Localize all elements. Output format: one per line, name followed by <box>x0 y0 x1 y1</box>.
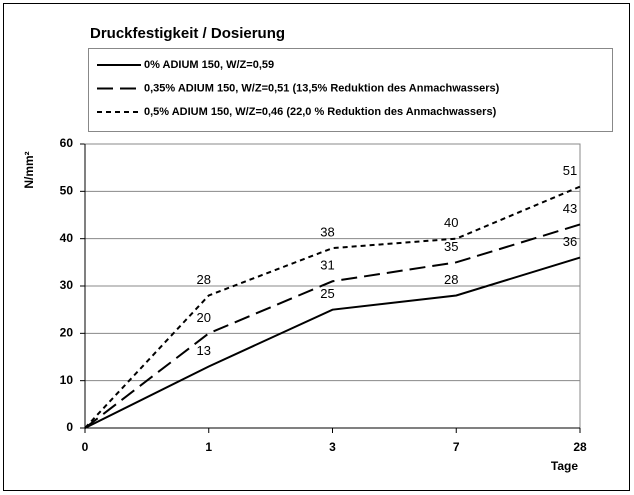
x-tick-label: 7 <box>453 440 460 454</box>
data-label: 36 <box>563 234 577 249</box>
y-tick-label: 0 <box>66 420 73 434</box>
chart-title: Druckfestigkeit / Dosierung <box>90 25 285 42</box>
data-label: 35 <box>444 239 458 254</box>
legend-label: 0,5% ADIUM 150, W/Z=0,46 (22,0 % Redukti… <box>144 106 497 118</box>
data-label: 28 <box>444 272 458 287</box>
legend-box <box>88 48 613 132</box>
y-axis-label: N/mm² <box>22 151 36 188</box>
x-axis-label: Tage <box>551 459 578 473</box>
data-label: 40 <box>444 215 458 230</box>
data-label: 28 <box>197 272 211 287</box>
y-tick-label: 30 <box>60 278 74 292</box>
data-label: 43 <box>563 201 577 216</box>
data-label: 13 <box>197 343 211 358</box>
legend-label: 0% ADIUM 150, W/Z=0,59 <box>144 59 274 71</box>
data-label: 51 <box>563 163 577 178</box>
data-label: 38 <box>320 225 334 240</box>
y-tick-label: 60 <box>60 136 74 150</box>
data-label: 20 <box>197 310 211 325</box>
y-tick-label: 20 <box>60 326 74 340</box>
series-line <box>84 185 581 429</box>
x-tick-label: 0 <box>82 440 89 454</box>
legend-label: 0,35% ADIUM 150, W/Z=0,51 (13,5% Redukti… <box>144 82 500 94</box>
series-line <box>84 223 581 429</box>
x-tick-label: 3 <box>329 440 336 454</box>
y-tick-label: 50 <box>60 184 74 198</box>
y-tick-label: 10 <box>60 373 74 387</box>
series-line <box>84 256 581 429</box>
data-label: 31 <box>320 258 334 273</box>
data-label: 25 <box>320 286 334 301</box>
x-tick-label: 28 <box>573 440 587 454</box>
y-tick-label: 40 <box>60 231 74 245</box>
x-tick-label: 1 <box>205 440 212 454</box>
